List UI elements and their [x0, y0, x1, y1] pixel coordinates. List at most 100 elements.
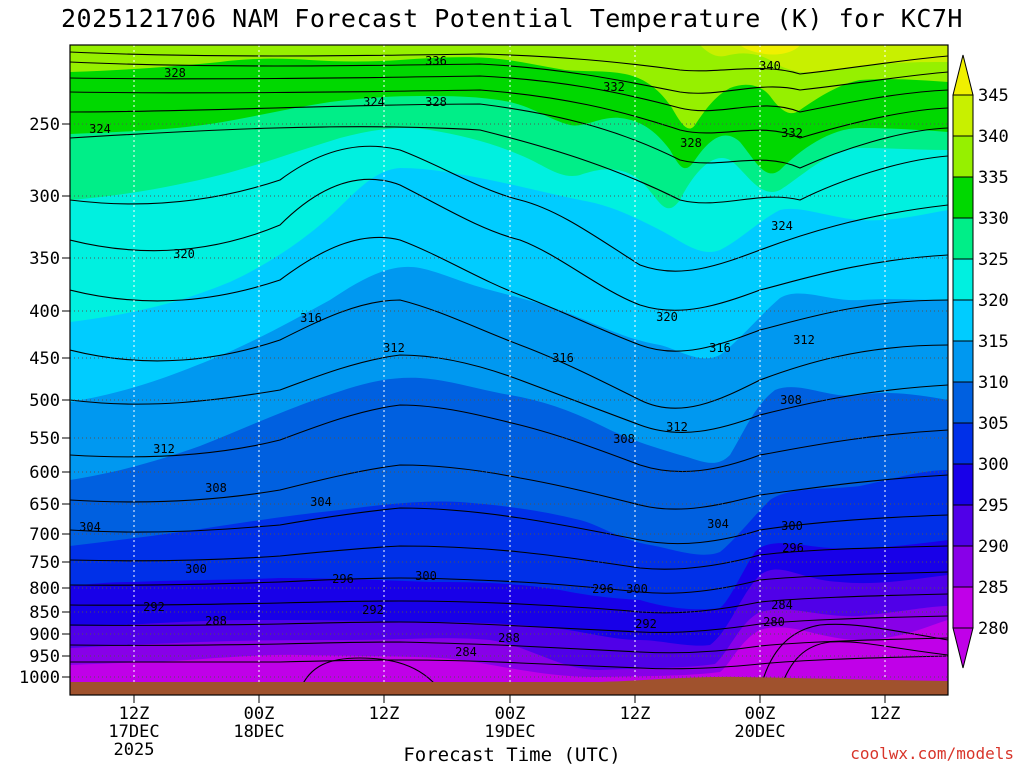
colorbar-swatch [952, 545, 974, 588]
contour-labels: 328 336 340 332 324 328 332 328 324 324 320 320 316 3… [79, 54, 815, 659]
contour-label: 316 [552, 351, 574, 365]
contour-label: 292 [362, 603, 384, 617]
contour-label: 324 [771, 219, 793, 233]
contour-label: 312 [153, 442, 175, 456]
y-tick-label: 750 [29, 553, 60, 573]
colorbar-swatch [952, 94, 974, 137]
contour-label: 332 [603, 80, 625, 94]
colorbar-label: 325 [978, 250, 1009, 270]
band-335 [70, 45, 948, 129]
chart-title: 2025121706 NAM Forecast Potential Temper… [61, 4, 963, 33]
colorbar-swatch [952, 135, 974, 178]
contour-label: 312 [793, 333, 815, 347]
y-tick-label: 350 [29, 249, 60, 269]
contour-label: 340 [759, 59, 781, 73]
colorbar-label: 300 [978, 455, 1009, 475]
x-tick-label: 12Z [369, 704, 400, 724]
colorbar-swatch [952, 381, 974, 424]
x-tick-label: 18DEC [233, 722, 284, 742]
plot-frame [69, 44, 949, 696]
colorbar-label: 310 [978, 373, 1009, 393]
x-tick-label: 12Z [620, 704, 651, 724]
contour-label: 300 [415, 569, 437, 583]
colorbar-label: 305 [978, 414, 1009, 434]
colorbar-swatch [952, 340, 974, 383]
y-tick-label: 900 [29, 625, 60, 645]
contour-label: 304 [310, 495, 332, 509]
contour-label: 300 [185, 562, 207, 576]
x-axis-title: Forecast Time (UTC) [403, 744, 621, 766]
contour-label: 284 [771, 598, 793, 612]
y-axis: 250 300 350 400 450 500 550 600 650 700 750 800 8509… [19, 115, 70, 688]
x-tick-label: 12Z [119, 704, 150, 724]
contour-label: 328 [680, 136, 702, 150]
colorbar-label: 335 [978, 168, 1009, 188]
x-tick-label: 00Z [745, 704, 776, 724]
y-tick-label: 300 [29, 187, 60, 207]
y-tick-label: 650 [29, 495, 60, 515]
vertical-gridlines [133, 45, 886, 695]
x-tick-label: 19DEC [484, 722, 535, 742]
contour-label: 328 [425, 95, 447, 109]
contour-label: 304 [79, 520, 101, 534]
colorbar-swatch [952, 176, 974, 219]
y-tick-label: 1000 [19, 668, 60, 688]
colorbar-label: 340 [978, 127, 1009, 147]
y-tick-label: 700 [29, 525, 60, 545]
potential-temperature-field: 328 336 340 332 324 328 332 328 324 324 320 320 316 3… [70, 45, 948, 695]
contour-label: 292 [143, 600, 165, 614]
credit-link[interactable]: coolwx.com/models [850, 744, 1014, 763]
y-tick-label: 450 [29, 349, 60, 369]
x-tick-label: 20DEC [734, 722, 785, 742]
contour-label: 308 [780, 393, 802, 407]
ground-surface [70, 676, 948, 695]
colorbar-swatch [952, 299, 974, 342]
x-tick-label: 17DEC [108, 722, 159, 742]
contour-label: 312 [383, 341, 405, 355]
contour-label: 288 [498, 631, 520, 645]
x-tick-label: 00Z [495, 704, 526, 724]
y-tick-label: 550 [29, 429, 60, 449]
y-tick-label: 800 [29, 579, 60, 599]
colorbar-swatch [952, 422, 974, 465]
colorbar-label: 290 [978, 537, 1009, 557]
colorbar-swatch [952, 217, 974, 260]
y-tick-label: 250 [29, 115, 60, 135]
contour-label: 308 [613, 432, 635, 446]
contour-label: 308 [205, 481, 227, 495]
colorbar-label: 285 [978, 578, 1009, 598]
colorbar-label: 315 [978, 332, 1009, 352]
y-tick-label: 500 [29, 391, 60, 411]
contour-label: 316 [300, 311, 322, 325]
y-tick-label: 400 [29, 302, 60, 322]
contour-label: 320 [173, 247, 195, 261]
x-tick-label: 12Z [870, 704, 901, 724]
colorbar-label: 330 [978, 209, 1009, 229]
contour-label: 300 [781, 519, 803, 533]
contour-label: 292 [635, 617, 657, 631]
colorbar-label: 345 [978, 86, 1009, 106]
colorbar-swatch [952, 586, 974, 629]
contour-label: 284 [455, 645, 477, 659]
contour-label: 324 [363, 95, 385, 109]
band-345 [740, 45, 800, 55]
colorbar-legend: 345 340 335 330 325 320 315 310 305 300 295 290 285 2… [952, 54, 1009, 669]
contour-label: 296 [782, 541, 804, 555]
colorbar-swatch [952, 463, 974, 506]
y-tick-label: 600 [29, 463, 60, 483]
colorbar-label: 280 [978, 619, 1009, 639]
contour-label: 280 [763, 615, 785, 629]
colorbar-label: 320 [978, 291, 1009, 311]
contour-lines [70, 51, 948, 691]
y-tick-label: 850 [29, 603, 60, 623]
contour-label: 288 [205, 614, 227, 628]
contour-label: 296 [332, 572, 354, 586]
x-tick-label: 00Z [244, 704, 275, 724]
contour-label: 332 [781, 126, 803, 140]
colorbar-max-arrow [952, 54, 974, 96]
colorbar-swatch [952, 504, 974, 547]
contour-label: 300 [626, 582, 648, 596]
contour-label: 320 [656, 310, 678, 324]
